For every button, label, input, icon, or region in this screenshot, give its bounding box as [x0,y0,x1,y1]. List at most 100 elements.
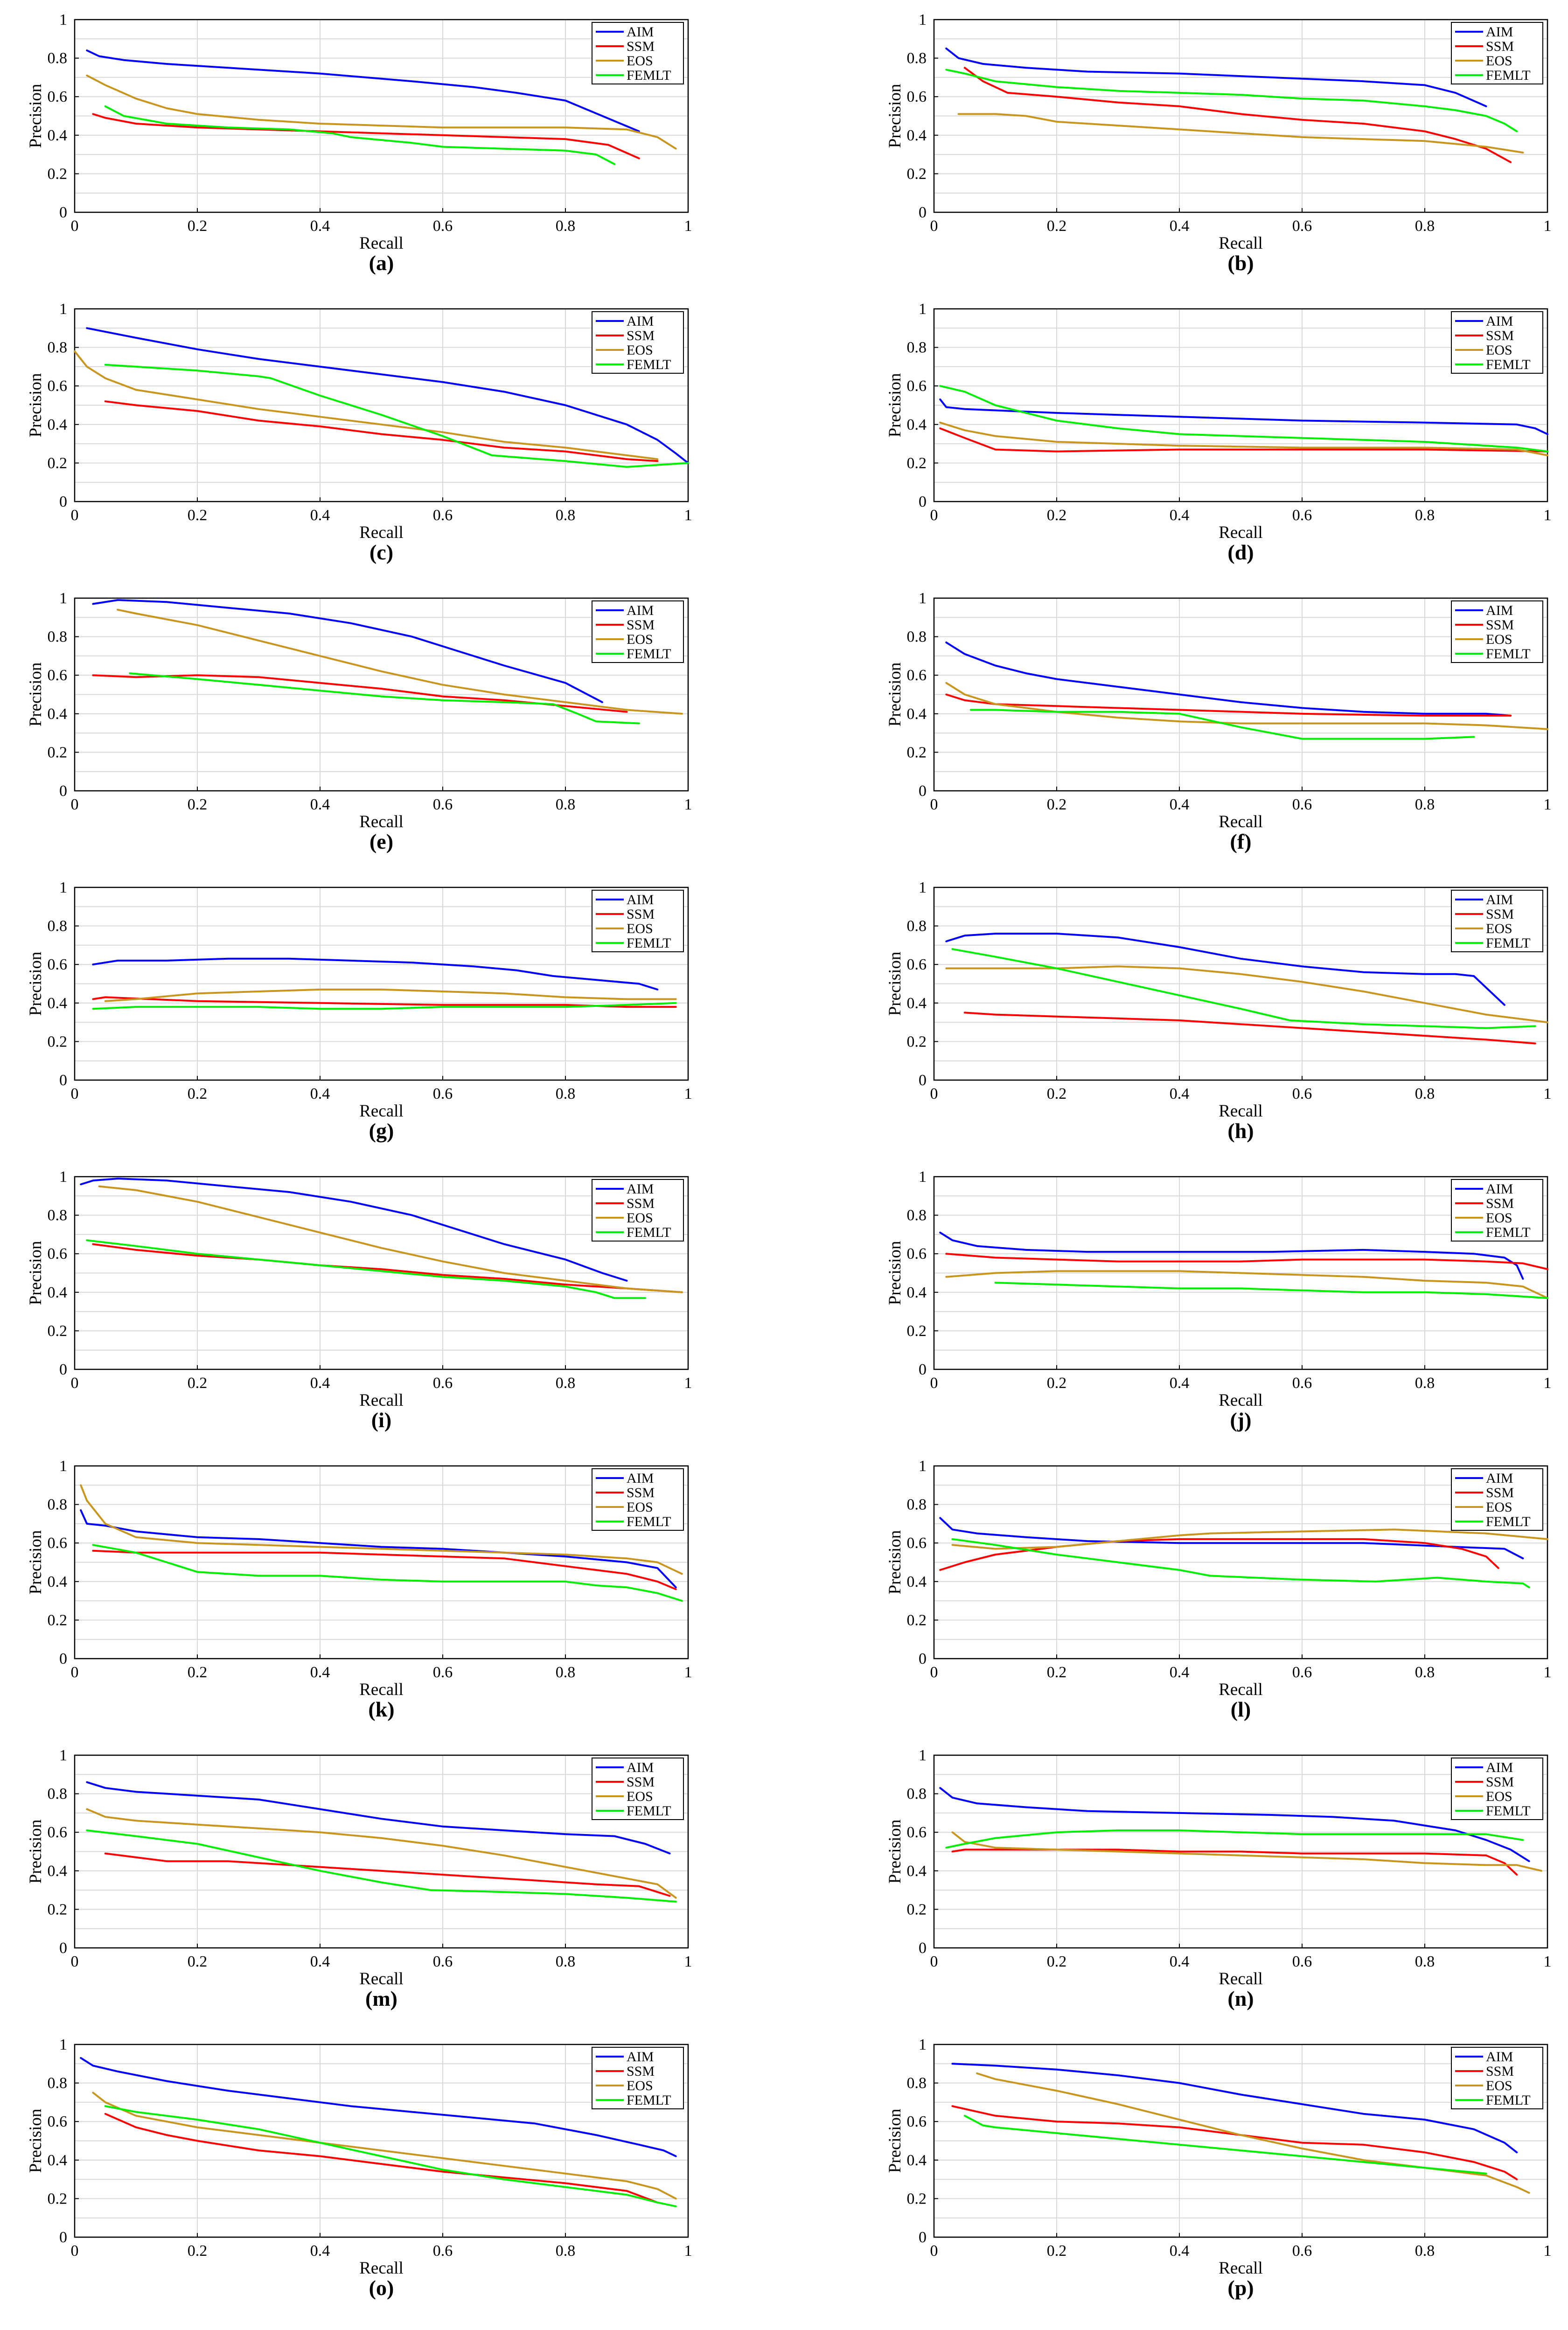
legend-label: FEMLT [627,2093,671,2108]
x-tick-label: 1 [1544,1085,1552,1102]
x-tick-label: 1 [684,1374,692,1392]
x-tick-label: 0.2 [1047,217,1067,235]
y-tick-label: 0.2 [48,1611,68,1629]
y-tick-label: 0.4 [48,127,68,144]
y-tick-label: 0.2 [907,1033,927,1050]
y-tick-label: 0.4 [907,1573,927,1591]
y-tick-label: 0.6 [907,2113,927,2130]
y-tick-label: 0.8 [48,50,68,67]
legend-label: AIM [1486,1471,1513,1486]
y-tick-label: 1 [59,590,67,607]
x-tick-label: 0.4 [310,217,330,235]
series-line-aim [951,2063,1518,2154]
legend-label: EOS [1486,1789,1512,1804]
series-line-eos [945,965,1548,1024]
legend-label: FEMLT [1486,646,1531,662]
x-axis-label: Recall [1219,2259,1263,2278]
y-axis-label: Precision [885,1820,905,1884]
chart-panel: 00 0.2 0.2 0.4 0.4 0.6 0.6 0.8 0.8 1 1 Recall Precis… [885,1458,1552,1721]
panel-label: (j) [1230,1408,1252,1432]
panel-label: (d) [1227,540,1254,564]
legend-label: EOS [627,1500,653,1515]
y-tick-label: 0.8 [48,918,68,935]
legend-label: SSM [1486,1774,1514,1790]
series-line-femlt [86,1239,646,1299]
y-tick-label: 0.4 [48,995,68,1012]
y-axis-label: Precision [26,1530,45,1595]
series-line-eos [945,1270,1548,1299]
series-line-femlt [969,709,1475,740]
series-line-femlt [951,948,1536,1029]
y-axis-label: Precision [26,663,45,727]
panel-label: (m) [365,1987,397,2010]
y-tick-label: 0.4 [48,1863,68,1880]
series-line-ssm [939,427,1548,453]
chart-panel: 00 0.2 0.2 0.4 0.4 0.6 0.6 0.8 0.8 1 1 Recall Precis… [26,590,692,853]
x-tick-label: 0.2 [1047,1085,1067,1102]
series-line-ssm [951,2105,1518,2181]
panel-label: (f) [1230,830,1252,853]
series-line-eos [117,608,683,715]
y-tick-label: 0 [59,204,67,221]
y-tick-label: 1 [919,300,927,318]
chart-panel: 00 0.2 0.2 0.4 0.4 0.6 0.6 0.8 0.8 1 1 Recall Precis… [885,590,1552,853]
legend-label: FEMLT [1486,1803,1531,1819]
y-axis-label: Precision [885,373,905,438]
legend-label: AIM [1486,2049,1513,2065]
series-line-eos [939,421,1548,456]
legend-label: AIM [627,892,654,907]
axes-frame [74,1176,689,1370]
panel-label: (h) [1227,1119,1254,1143]
legend-label: EOS [627,342,653,358]
x-tick-label: 0.8 [556,1664,576,1681]
series-line-eos [951,1831,1542,1872]
x-tick-label: 0.6 [1292,1664,1312,1681]
x-tick-label: 0.8 [1415,1085,1435,1102]
legend-label: AIM [1486,314,1513,329]
x-tick-label: 0.8 [1415,1664,1435,1681]
y-tick-label: 0.6 [907,1824,927,1841]
y-tick-label: 0.8 [907,1786,927,1803]
x-tick-label: 1 [684,1085,692,1102]
x-tick-label: 0 [930,796,938,813]
x-tick-label: 0.8 [1415,507,1435,524]
legend-label: SSM [627,328,655,343]
x-tick-label: 0.6 [1292,2242,1312,2260]
series-line-aim [92,957,659,991]
y-axis-label: Precision [885,2109,905,2173]
chart-panel: 00 0.2 0.2 0.4 0.4 0.6 0.6 0.8 0.8 1 1 Recall Precis… [885,300,1552,564]
y-tick-label: 0.8 [907,2075,927,2092]
x-tick-label: 0.6 [433,1085,453,1102]
x-tick-label: 0.6 [433,796,453,813]
legend-label: SSM [627,1485,655,1500]
y-tick-label: 0 [59,493,67,510]
y-axis-label: Precision [26,1820,45,1884]
y-tick-label: 0.6 [48,1535,68,1552]
chart-panel: 00 0.2 0.2 0.4 0.4 0.6 0.6 0.8 0.8 1 1 Recall Precis… [26,1168,692,1432]
y-tick-label: 0.8 [907,918,927,935]
y-tick-label: 1 [919,11,927,28]
axes-frame [74,1465,689,1660]
y-tick-label: 0.2 [48,744,68,761]
legend-label: SSM [627,2064,655,2079]
series-line-eos [80,1484,683,1575]
y-tick-label: 0.8 [48,1207,68,1224]
legend-label: AIM [627,603,654,618]
y-tick-label: 1 [919,1458,927,1475]
series-line-femlt [945,1829,1524,1849]
x-tick-label: 0.4 [310,1953,330,1970]
series-line-femlt [939,385,1548,453]
y-tick-label: 0.6 [907,1535,927,1552]
y-tick-label: 0.2 [907,2190,927,2207]
series-line-ssm [92,1243,683,1293]
x-tick-label: 0.4 [310,507,330,524]
x-tick-label: 0.2 [188,1953,208,1970]
y-tick-label: 0.2 [48,2190,68,2207]
x-tick-label: 0.8 [556,507,576,524]
panel-label: (n) [1227,1987,1254,2010]
series-line-femlt [86,1829,677,1903]
x-tick-label: 0 [71,507,79,524]
legend-label: FEMLT [627,68,671,83]
x-tick-label: 0 [930,1664,938,1681]
x-axis-label: Recall [1219,234,1263,253]
